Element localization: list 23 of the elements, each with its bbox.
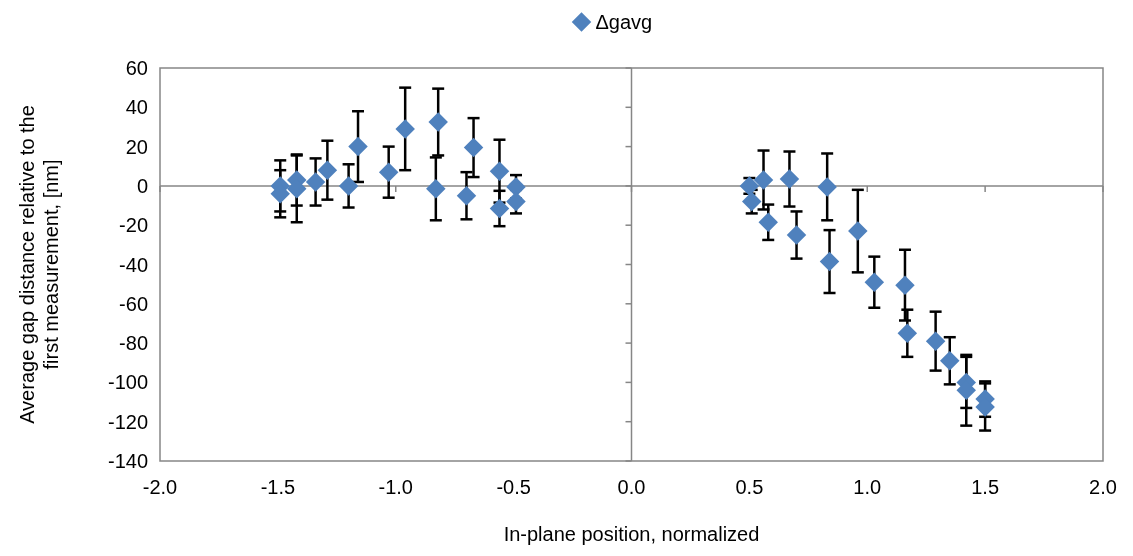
y-tick-label: -120 <box>107 410 148 433</box>
y-tick-label: 40 <box>125 96 148 119</box>
x-tick-label: 2.0 <box>1089 476 1117 498</box>
y-axis-title: Average gap distance relative to the first measurement, [nm] <box>16 105 62 424</box>
x-tick-label: 0.0 <box>617 476 646 498</box>
x-tick-label: -2.0 <box>142 476 178 498</box>
y-tick-label: -100 <box>107 371 148 394</box>
x-tick-label: 1.5 <box>971 476 1000 498</box>
x-tick-label: 0.5 <box>735 476 764 498</box>
x-tick-label: -0.5 <box>496 476 531 498</box>
legend-label: Δgavg <box>595 11 653 33</box>
y-tick-label: 0 <box>136 174 148 197</box>
x-axis-title: In-plane position, normalized <box>503 523 760 545</box>
y-tick-label: -60 <box>119 292 148 315</box>
y-tick-label: -80 <box>119 332 148 355</box>
y-tick-label: -40 <box>119 253 148 276</box>
y-tick-label: 60 <box>125 57 148 79</box>
x-tick-label: -1.0 <box>378 476 413 498</box>
y-tick-label: -20 <box>119 214 148 237</box>
x-tick-label: 1.0 <box>853 476 882 498</box>
x-tick-label: -1.5 <box>260 476 296 498</box>
y-tick-label: -140 <box>107 450 148 472</box>
y-tick-label: 20 <box>125 135 148 158</box>
